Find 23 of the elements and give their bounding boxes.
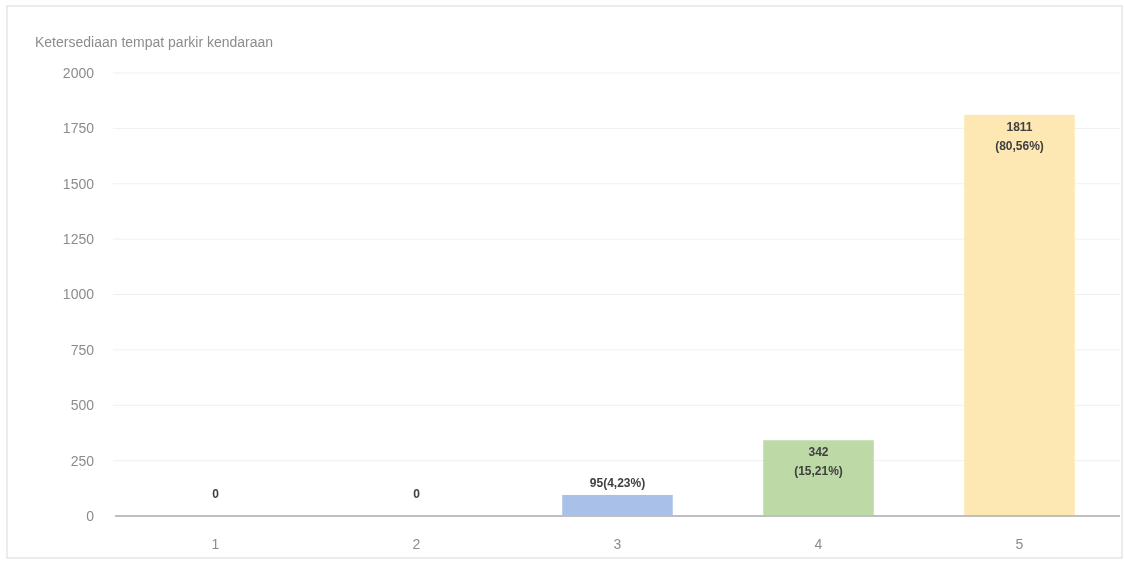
x-tick-label: 2: [412, 536, 421, 552]
chart-title: Ketersediaan tempat parkir kendaraan: [35, 34, 274, 50]
data-label: 0: [413, 487, 421, 501]
bar: [964, 114, 1075, 516]
y-tick-label: 500: [70, 397, 95, 414]
y-tick-label: 250: [70, 452, 95, 469]
y-tick-label: 750: [70, 341, 95, 358]
y-tick-label: 1500: [62, 175, 95, 192]
y-tick-label: 1250: [62, 231, 95, 248]
x-tick-label: 4: [814, 536, 823, 552]
y-tick-label: 0: [86, 507, 95, 524]
data-label: 342 (15,21%): [794, 445, 843, 479]
x-tick-label: 1: [211, 536, 220, 552]
data-label: 1811 (80,56%): [995, 119, 1044, 153]
y-tick-label: 2000: [62, 64, 95, 81]
data-label: 0: [212, 487, 220, 501]
bar: [562, 494, 673, 516]
x-tick-label: 3: [613, 536, 622, 552]
data-label: 95(4,23%): [589, 475, 646, 490]
x-tick-label: 5: [1015, 536, 1024, 552]
y-tick-label: 1000: [62, 286, 95, 303]
y-tick-label: 1750: [62, 120, 95, 137]
bar: [763, 440, 874, 516]
